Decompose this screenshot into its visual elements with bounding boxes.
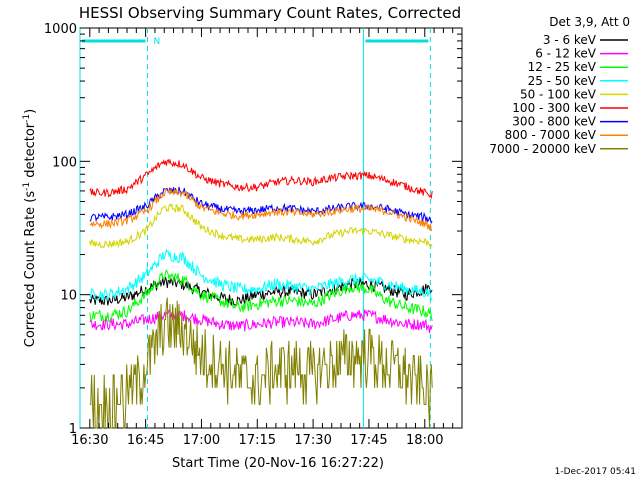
- y-tick-label: 10: [60, 289, 77, 304]
- series-line-8: [89, 297, 433, 429]
- attenuator-label: N: [153, 37, 160, 47]
- y-tick-label: 1: [69, 422, 77, 437]
- footer-date: 1-Dec-2017 05:41: [555, 467, 636, 477]
- series-line-5: [89, 158, 433, 200]
- x-tick-label: 17:00: [183, 433, 220, 448]
- x-tick-label: 16:45: [127, 433, 164, 448]
- y-axis-label: Corrected Count Rate (s-1 detector-1): [22, 109, 38, 347]
- legend-label: 12 - 25 keV: [528, 60, 597, 74]
- y-tick-label: 1000: [44, 22, 77, 37]
- legend-header: Det 3,9, Att 0: [549, 15, 630, 29]
- legend-label: 300 - 800 keV: [512, 115, 596, 129]
- series-line-1: [89, 308, 433, 334]
- legend-label: 50 - 100 keV: [520, 87, 597, 101]
- x-tick-label: 18:00: [406, 433, 443, 448]
- legend-label: 25 - 50 keV: [528, 74, 597, 88]
- chart-title: HESSI Observing Summary Count Rates, Cor…: [79, 4, 461, 22]
- series-line-6: [89, 186, 433, 224]
- x-axis-label: Start Time (20-Nov-16 16:27:22): [172, 456, 384, 471]
- y-tick-label: 100: [52, 155, 77, 170]
- series-line-2: [89, 269, 433, 323]
- legend-label: 6 - 12 keV: [535, 47, 597, 61]
- legend-label: 3 - 6 keV: [543, 33, 597, 47]
- series-line-0: [89, 275, 433, 306]
- x-tick-label: 17:45: [350, 433, 387, 448]
- x-tick-label: 17:15: [239, 433, 276, 448]
- x-tick-label: 17:30: [294, 433, 331, 448]
- series-line-7: [89, 187, 433, 232]
- series-line-4: [89, 203, 433, 249]
- x-tick-label: 16:30: [71, 433, 108, 448]
- legend-label: 100 - 300 keV: [512, 101, 596, 115]
- legend-label: 800 - 7000 keV: [505, 128, 597, 142]
- legend-label: 7000 - 20000 keV: [489, 142, 596, 156]
- series-line-3: [89, 248, 433, 301]
